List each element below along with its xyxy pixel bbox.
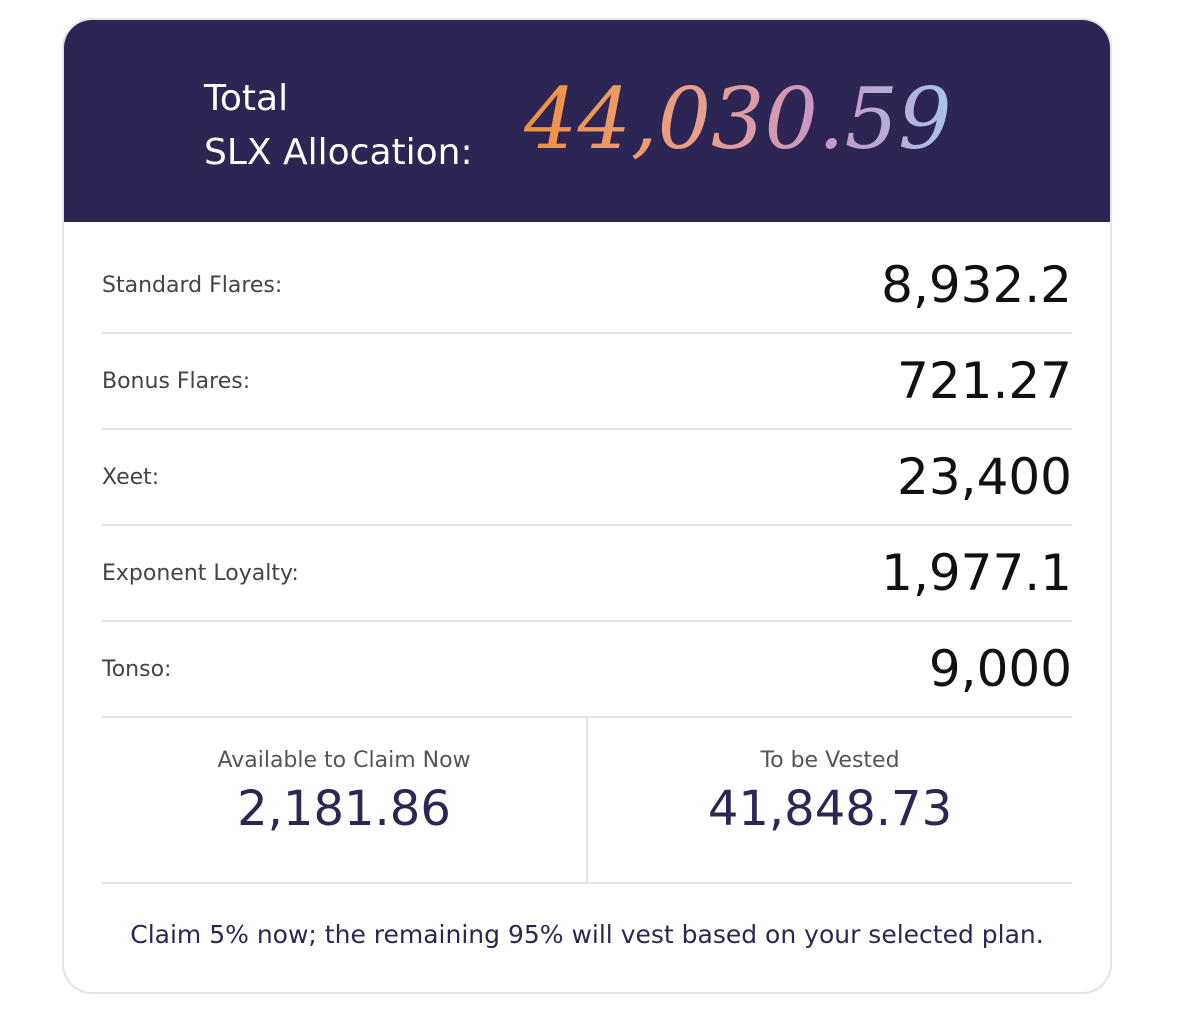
summary-value: 41,848.73 (707, 781, 953, 837)
summary-cell: Available to Claim Now 2,181.86 (102, 718, 586, 882)
label-line: Total (204, 78, 289, 119)
allocation-card: Total SLX Allocation: 44,030.59 Standard… (62, 18, 1112, 994)
row-value: 23,400 (897, 448, 1072, 506)
allocation-row: Exponent Loyalty: 1,977.1 (102, 526, 1072, 622)
footnote: Claim 5% now; the remaining 95% will ves… (130, 920, 1044, 949)
row-value: 1,977.1 (881, 544, 1072, 602)
label-line: SLX Allocation: (204, 132, 473, 173)
row-label: Standard Flares: (102, 272, 283, 298)
row-label: Xeet: (102, 464, 160, 490)
summary-cell: To be Vested 41,848.73 (586, 718, 1072, 882)
total-value: 44,030.59 (524, 70, 952, 168)
summary: Available to Claim Now 2,181.86 To be Vest… (102, 718, 1072, 884)
row-label: Tonso: (102, 656, 172, 682)
allocation-row: Standard Flares: 8,932.2 (102, 238, 1072, 334)
allocation-row: Xeet: 23,400 (102, 430, 1072, 526)
summary-label: To be Vested (760, 748, 900, 773)
row-value: 8,932.2 (881, 256, 1072, 314)
row-value: 721.27 (897, 352, 1072, 410)
header: Total SLX Allocation: 44,030.59 (64, 20, 1110, 222)
allocation-row: Bonus Flares: 721.27 (102, 334, 1072, 430)
summary-value: 2,181.86 (237, 781, 451, 837)
allocation-row: Tonso: 9,000 (102, 622, 1072, 718)
row-label: Bonus Flares: (102, 368, 251, 394)
row-value: 9,000 (928, 640, 1072, 698)
summary-label: Available to Claim Now (217, 748, 471, 773)
row-label: Exponent Loyalty: (102, 560, 299, 586)
total-label: Total SLX Allocation: (204, 72, 473, 180)
rows: Standard Flares: 8,932.2 Bonus Flares: 721.… (102, 238, 1072, 949)
